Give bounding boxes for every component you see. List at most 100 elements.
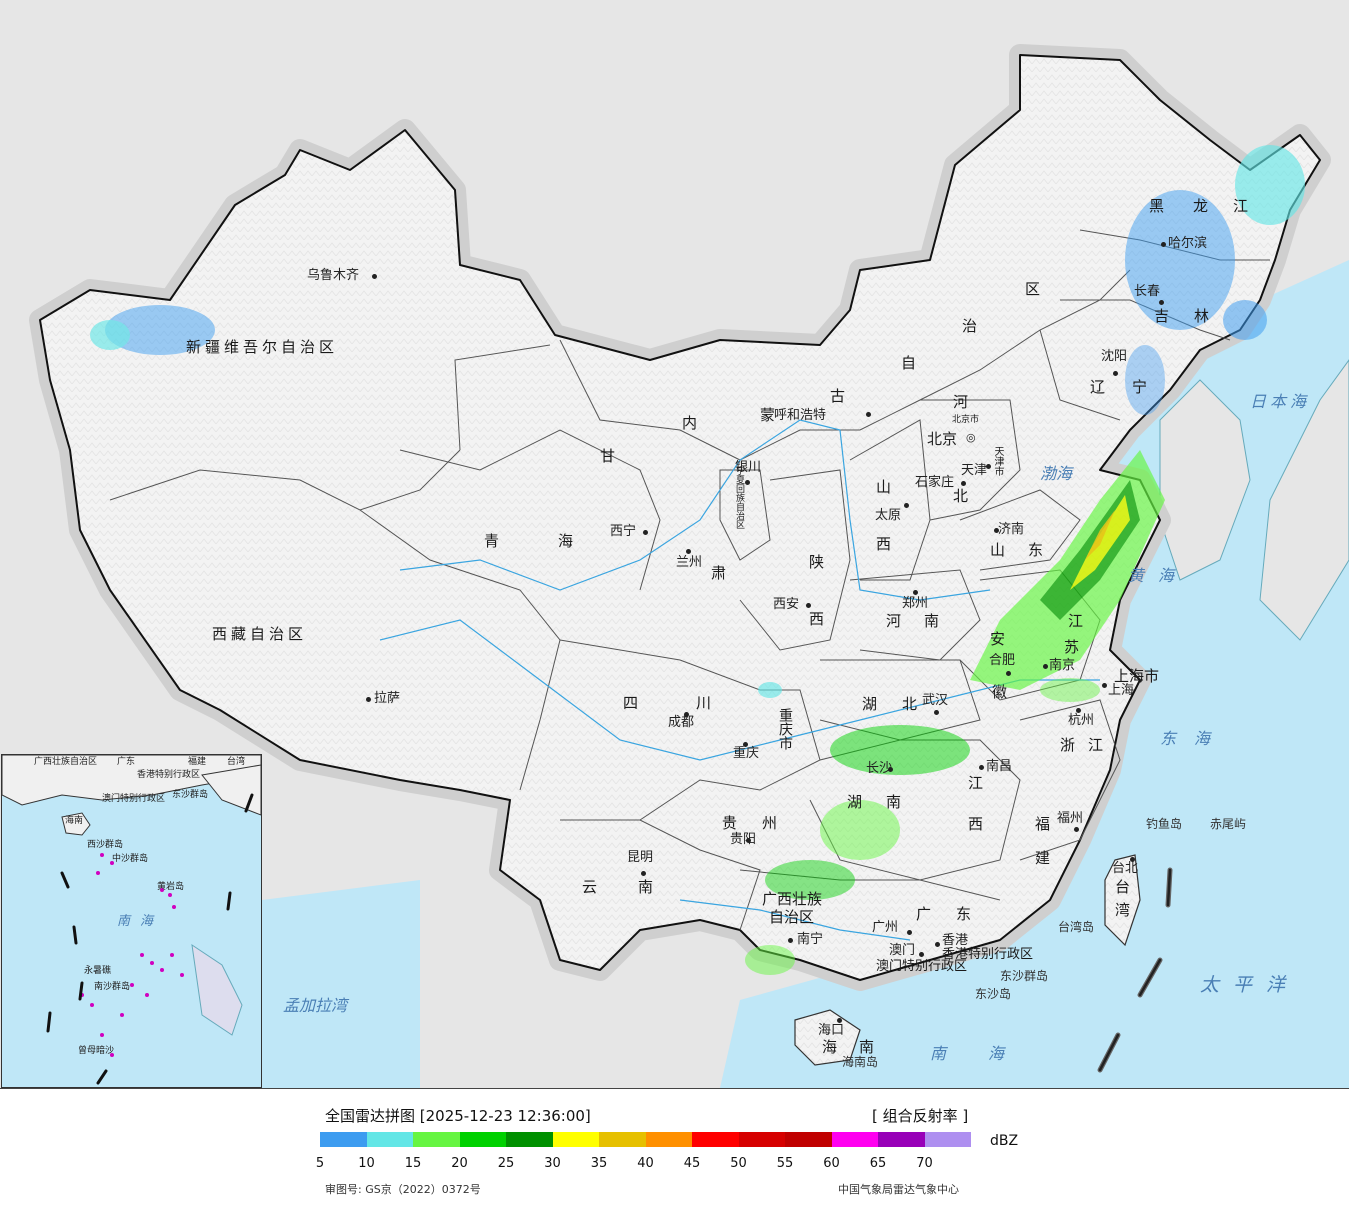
border-henan [849,569,981,661]
inset-label-yongshu: 永暑礁 [84,966,112,976]
city-marker [907,930,912,935]
province-hubei-1: 湖 [862,695,878,713]
south-china-sea-inset: 广西壮族自治区 广东 福建 台湾 香港特别行政区 澳门特别行政区 东沙群岛 海南… [1,754,262,1088]
color-swatch [506,1132,553,1147]
scale-tick-label: 5 [315,1156,325,1171]
border-shaanxi [739,469,851,651]
province-hubei-2: 北 [902,695,918,713]
yangtze-river [379,619,1100,761]
color-swatch [924,1132,971,1147]
city-shenyang: 沈阳 [1101,349,1128,364]
color-swatch [459,1132,506,1147]
province-shaanxi-2: 西 [809,610,825,628]
legend-unit: dBZ [990,1133,1019,1149]
city-nanning: 南宁 [797,932,824,947]
scale-tick-label: 65 [869,1156,887,1171]
inset-label-nansha: 南沙群岛 [94,982,131,992]
province-qinghai-2: 海 [558,532,574,550]
province-neimeng-1: 内 [682,414,698,432]
legend-product: [ 组合反射率 ] [872,1107,969,1125]
city-marker [888,767,893,772]
inset-label-dongsha: 东沙群岛 [172,790,209,800]
border-heilongjiang-jilin [1079,229,1270,261]
sea-japan: 日本海 [1250,392,1311,411]
province-qinghai-1: 青 [484,532,500,550]
city-marker [366,697,371,702]
province-jiangsu-1: 江 [1068,612,1084,630]
province-tianjin-city: 天津市 [992,446,1003,476]
island-dongsha-group: 东沙群岛 [1000,969,1049,983]
city-taipei: 台北 [1112,861,1139,876]
hainan-island [794,1009,861,1066]
city-shanghai: 上海 [1108,683,1135,698]
city-lanzhou: 兰州 [676,555,703,570]
province-hainan-2: 南 [859,1038,875,1056]
scale-tick-label: 20 [451,1156,468,1171]
city-hongkong: 香港 [942,933,969,948]
scale-tick-label: 15 [404,1156,422,1171]
province-guangxi-1: 广西壮族 [762,890,823,908]
inset-canvas [2,755,261,1085]
radar-map[interactable]: 新疆维吾尔自治区 西藏自治区 青 海 甘 肃 内 蒙 古 自 治 区 黑 龙 江… [0,0,1349,1089]
province-guangdong-1: 广 [916,905,932,923]
city-marker [372,274,377,279]
city-haikou: 海口 [818,1023,845,1038]
city-xian: 西安 [773,597,800,612]
city-lhasa: 拉萨 [374,691,401,706]
province-hebei-2: 北 [953,487,969,505]
province-neimeng-2: 蒙 [760,406,776,424]
province-liaoning-1: 辽 [1090,378,1106,396]
border-neimeng-south [739,269,1131,461]
city-marker [1076,708,1081,713]
city-beijing-marker: ◎ [966,431,976,444]
city-marker [986,464,991,469]
city-marker [935,942,940,947]
province-jilin-2: 林 [1194,307,1210,325]
province-taiwan-1: 台 [1115,878,1131,896]
city-zhengzhou: 郑州 [902,596,929,611]
city-marker [994,528,999,533]
city-guiyang: 贵阳 [730,832,757,847]
inset-label-hongkong: 香港特别行政区 [137,770,201,780]
legend: 全国雷达拼图 [2025-12-23 12:36:00] [ 组合反射率 ] 5… [0,1089,1349,1208]
city-nanjing: 南京 [1049,658,1076,673]
city-tianjin: 天津 [961,463,988,478]
city-changchun: 长春 [1134,284,1161,299]
province-guangxi-2: 自治区 [769,908,815,926]
inset-label-guangxi: 广西壮族自治区 [34,757,98,767]
city-yinchuan: 银川 [735,460,762,475]
inset-label-nanhai: 南海 [117,914,164,929]
city-marker [806,603,811,608]
province-neimeng-3: 古 [830,387,846,405]
legend-title: 全国雷达拼图 [2025-12-23 12:36:00] [325,1107,591,1125]
island-hainan: 海南岛 [842,1055,879,1069]
color-swatch [738,1132,785,1147]
province-zhejiang-2: 江 [1088,736,1104,754]
inset-label-hainan: 海南 [65,816,84,826]
inset-label-fujian: 福建 [188,757,207,767]
province-zhejiang-1: 浙 [1060,736,1076,754]
review-number: 审图号: GS京（2022）0372号 [325,1183,481,1196]
scale-tick-label: 45 [683,1156,701,1171]
data-source: 中国气象局雷达气象中心 [838,1183,959,1196]
province-fujian-2: 建 [1035,849,1051,867]
island-taiwan: 台湾岛 [1058,920,1095,934]
scale-tick-label: 60 [823,1156,840,1171]
province-jiangxi-1: 江 [968,774,984,792]
border-guizhou-yunnan [560,819,761,931]
city-fuzhou: 福州 [1057,811,1084,826]
city-beijing: 北京 [927,430,958,448]
city-urumqi: 乌鲁木齐 [307,268,360,283]
city-macau: 澳门 [889,943,916,958]
province-heilongjiang-3: 江 [1233,197,1249,215]
province-sichuan-1: 四 [623,694,639,712]
province-shanxi-1: 山 [876,478,892,496]
inset-label-xisha: 西沙群岛 [87,840,124,850]
city-marker [788,938,793,943]
city-marker [919,952,924,957]
province-chongqing: 重庆市 [777,708,793,750]
province-hainan-1: 海 [822,1038,838,1056]
color-swatch [552,1132,599,1147]
province-beijing-city: 北京市 [952,415,980,425]
city-changsha: 长沙 [866,761,893,776]
